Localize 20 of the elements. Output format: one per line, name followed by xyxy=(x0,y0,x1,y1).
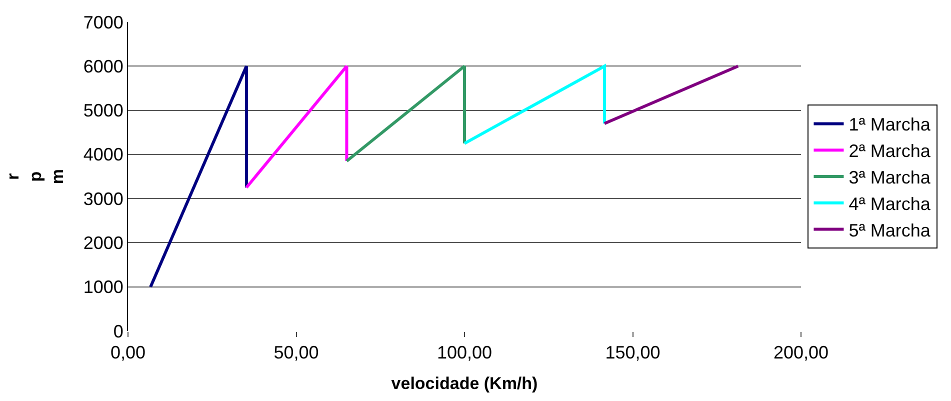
y-tick-label: 1000 xyxy=(83,277,124,298)
legend-label: 1ª Marcha xyxy=(848,114,932,135)
y-tick-label: 4000 xyxy=(83,144,124,165)
legend-label: 2ª Marcha xyxy=(848,141,932,162)
y-tick-label: 5000 xyxy=(83,100,124,121)
x-axis-title: velocidade (Km/h) xyxy=(391,374,538,393)
legend-label: 3ª Marcha xyxy=(848,168,932,188)
legend-label: 4ª Marcha xyxy=(848,194,932,214)
x-tick-label: 150,00 xyxy=(605,342,660,363)
x-tick-label: 200,00 xyxy=(773,342,829,363)
legend-label: 5ª Marcha xyxy=(848,220,932,240)
y-tick-label: 0 xyxy=(113,321,124,342)
x-tick-label: 0,00 xyxy=(110,342,146,363)
x-tick-label: 50,00 xyxy=(274,342,319,363)
x-tick-label: 100,00 xyxy=(436,342,492,363)
y-tick-label: 7000 xyxy=(83,12,124,32)
y-tick-label: 6000 xyxy=(83,56,124,76)
y-tick-label: 3000 xyxy=(83,188,124,209)
y-axis-title: rpm xyxy=(4,168,67,184)
y-tick-label: 2000 xyxy=(83,233,124,254)
